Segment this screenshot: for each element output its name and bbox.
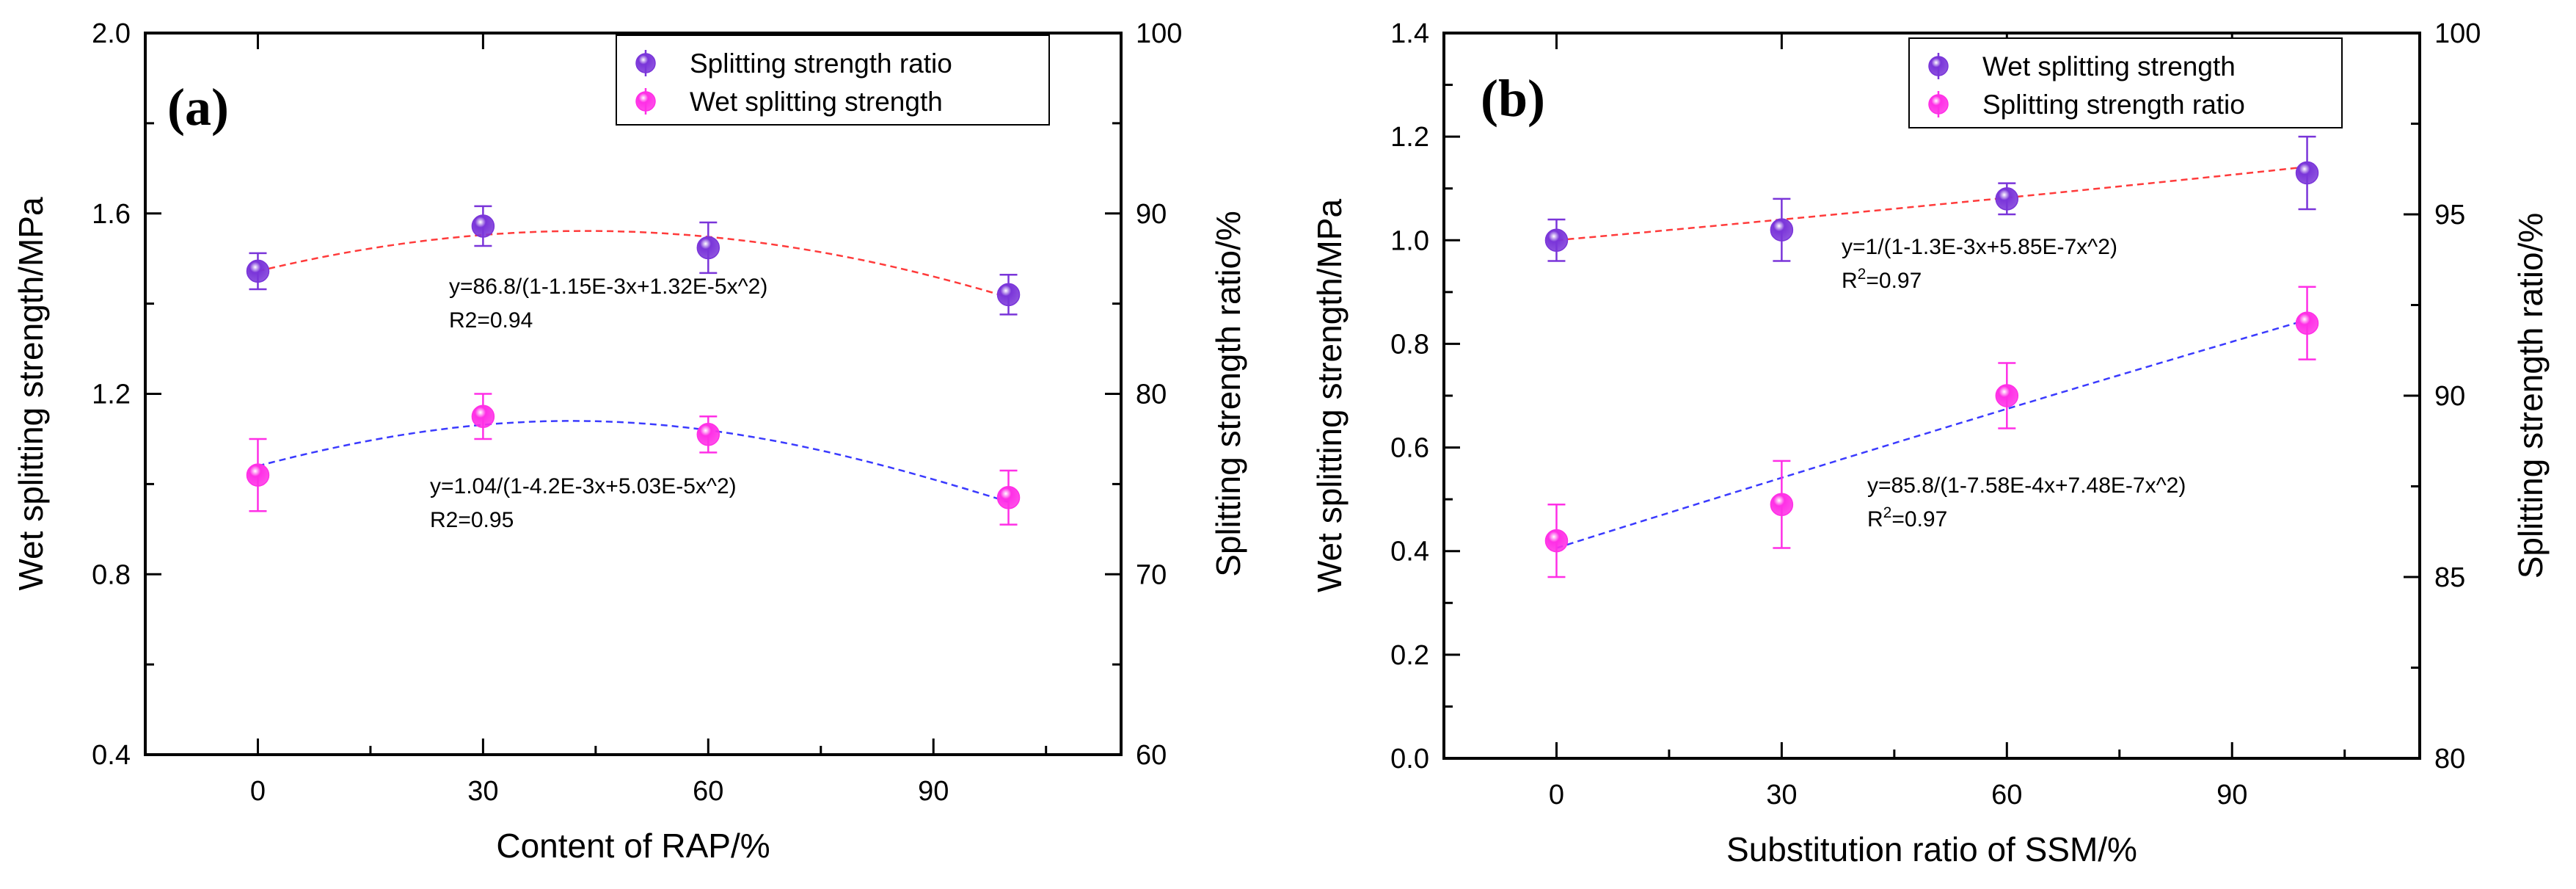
data-point (1995, 384, 2019, 407)
y-right-tick-label: 80 (2434, 744, 2465, 774)
y-left-tick-label: 1.2 (92, 380, 131, 410)
series-wet-splitting-strength: y=1/(1-1.3E-3x+5.85E-7x^2) R2=0.97 (1544, 135, 2319, 293)
legend-box (616, 35, 1050, 126)
fit-curve (258, 420, 1009, 503)
fit-curve (1556, 166, 2307, 242)
y-left-tick-label: 0.8 (92, 559, 131, 590)
y-left-tick-label: 1.6 (92, 199, 131, 230)
fit-equation: y=1/(1-1.3E-3x+5.85E-7x^2) (1842, 235, 2117, 259)
fit-curve (258, 230, 1009, 299)
y-left-axis-title: Wet splitting strength/MPa (1310, 199, 1349, 592)
y-left-tick-label: 0.6 (1390, 433, 1429, 464)
data-point (471, 404, 495, 428)
legend-marker (635, 91, 656, 112)
y-right-tick-label: 90 (2434, 381, 2465, 412)
y-left-tick-label: 0.2 (1390, 640, 1429, 671)
y-right-tick-label: 100 (2434, 18, 2481, 49)
data-point (2295, 161, 2319, 185)
data-point (1995, 187, 2019, 211)
x-axis-title: Content of RAP/% (496, 827, 770, 865)
data-point (996, 486, 1021, 509)
y-left-tick-label: 0.4 (1390, 537, 1429, 567)
panel-label: (b) (1481, 69, 1545, 128)
fit-r2: R2=0.97 (1867, 504, 1947, 531)
y-right-tick-label: 60 (1136, 740, 1167, 771)
x-tick-label: 30 (467, 776, 498, 807)
fit-equation: y=1.04/(1-4.2E-3x+5.03E-5x^2) (430, 474, 737, 498)
y-right-axis-title: Splitting strength ratio/% (2511, 213, 2550, 579)
y-left-tick-label: 2.0 (92, 18, 131, 49)
legend-label: Wet splitting strength (1982, 51, 2236, 81)
data-point (696, 423, 720, 446)
y-right-tick-label: 70 (1136, 559, 1167, 590)
fit-equation: y=85.8/(1-7.58E-4x+7.48E-7x^2) (1867, 473, 2186, 498)
r2-value: =0.97 (1866, 269, 1922, 293)
data-point (1770, 218, 1794, 242)
series-splitting-strength-ratio: y=85.8/(1-7.58E-4x+7.48E-7x^2) R2=0.97 (1544, 286, 2319, 578)
x-tick-label: 0 (250, 776, 266, 807)
series-splitting-strength-ratio: y=86.8/(1-1.15E-3x+1.32E-5x^2) R2=0.94 (246, 205, 1021, 333)
y-left-tick-label: 1.2 (1390, 122, 1429, 153)
plot-frame (144, 32, 1123, 756)
x-tick-label: 60 (693, 776, 723, 807)
fit-equation: y=86.8/(1-1.15E-3x+1.32E-5x^2) (449, 275, 767, 299)
legend-marker (1928, 94, 1949, 115)
data-point (246, 259, 270, 283)
legend-box (1908, 37, 2343, 128)
y-left-tick-label: 1.4 (1390, 18, 1429, 49)
x-tick-label: 30 (1766, 780, 1797, 810)
legend-marker (635, 53, 656, 73)
x-tick-label: 0 (1549, 780, 1564, 810)
y-left-tick-label: 0.4 (92, 740, 131, 771)
r2-base: R (1867, 507, 1883, 531)
legend: Wet splitting strength Splitting strength… (1908, 37, 2343, 128)
data-point (1770, 493, 1794, 516)
y-right-tick-label: 85 (2434, 562, 2465, 593)
legend-label: Splitting strength ratio (1982, 90, 2245, 120)
y-left-tick-label: 0.0 (1390, 744, 1429, 774)
y-right-tick-label: 100 (1136, 18, 1182, 49)
x-tick-label: 60 (1991, 780, 2022, 810)
y-left-tick-label: 1.0 (1390, 225, 1429, 256)
data-point (471, 214, 495, 238)
r2-superscript: 2 (1883, 504, 1892, 521)
data-point (696, 236, 720, 260)
legend-label: Wet splitting strength (690, 87, 943, 117)
r2-base: R (1842, 269, 1858, 293)
y-right-tick-label: 80 (1136, 380, 1167, 410)
x-tick-label: 90 (2216, 780, 2247, 810)
fit-r2: R2=0.97 (1842, 266, 1922, 293)
legend-label: Splitting strength ratio (690, 48, 952, 79)
y-left-axis-title: Wet splitting strength/MPa (12, 197, 50, 590)
series-wet-splitting-strength: y=1.04/(1-4.2E-3x+5.03E-5x^2) R2=0.95 (246, 393, 1021, 532)
panel-label: (a) (167, 78, 229, 137)
r2-value: =0.97 (1891, 507, 1947, 531)
chart-panel-b: 0 30 60 90 0.0 0.2 0.4 0.6 0.8 1.0 1.2 1.4 80 85 90 95 1… (1310, 18, 2550, 868)
fit-r2: R2=0.95 (430, 508, 514, 532)
y-right-axis-title: Splitting strength ratio/% (1209, 211, 1247, 577)
y-right-tick-label: 90 (1136, 199, 1167, 230)
fit-r2: R2=0.94 (449, 308, 533, 333)
fit-curve (1556, 319, 2307, 549)
data-point (1544, 228, 1569, 253)
y-left-tick-label: 0.8 (1390, 329, 1429, 360)
data-point (1544, 529, 1569, 553)
x-tick-label: 90 (918, 776, 949, 807)
r2-superscript: 2 (1858, 266, 1867, 283)
x-axis-title: Substitution ratio of SSM/% (1726, 830, 2137, 868)
plot-frame (1442, 32, 2421, 760)
legend: Splitting strength ratio Wet splitting st… (616, 35, 1050, 126)
data-point (2295, 311, 2319, 335)
data-point (996, 283, 1021, 307)
y-right-tick-label: 95 (2434, 200, 2465, 231)
legend-marker (1928, 56, 1949, 76)
data-point (246, 463, 270, 487)
chart-panel-a: 0 30 60 90 0.4 0.8 1.2 1.6 2.0 60 70 80 90 100 Content… (12, 18, 1247, 865)
